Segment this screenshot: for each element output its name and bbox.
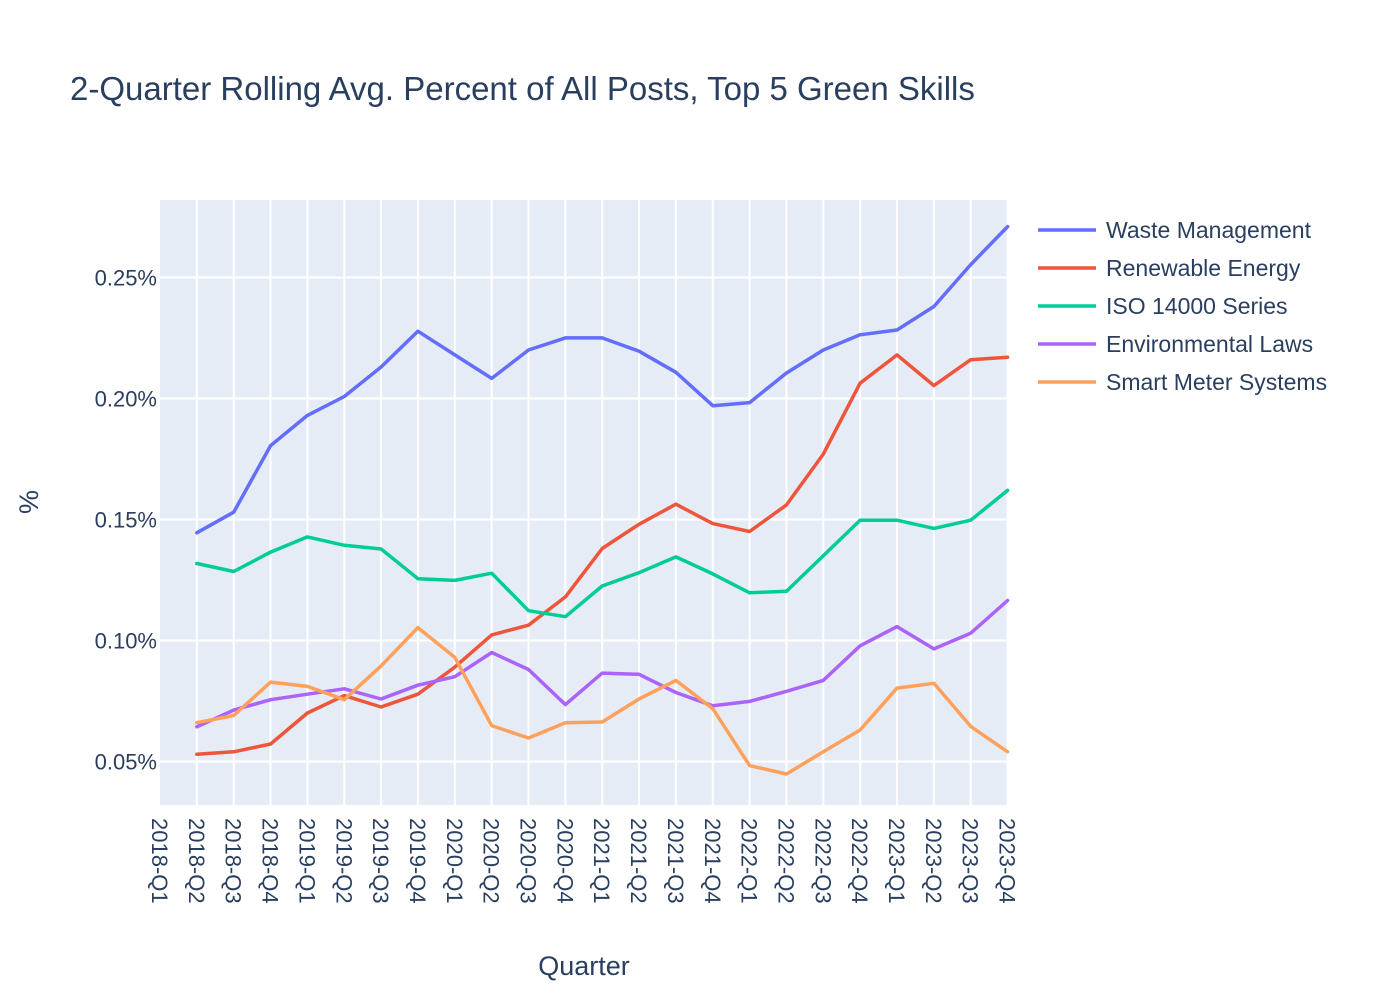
y-axis-title: % (14, 490, 44, 514)
x-tick-label: 2019-Q1 (294, 818, 319, 904)
x-tick-label: 2018-Q1 (147, 818, 172, 904)
x-tick-label: 2021-Q4 (700, 818, 725, 904)
x-tick-label: 2021-Q2 (626, 818, 651, 904)
legend-item[interactable]: ISO 14000 Series (1038, 293, 1288, 319)
legend-item[interactable]: Waste Management (1038, 217, 1312, 243)
y-tick-label: 0.25% (95, 265, 157, 290)
y-tick-label: 0.10% (95, 628, 157, 653)
x-tick-label: 2018-Q4 (258, 818, 283, 904)
x-tick-label: 2020-Q4 (552, 818, 577, 904)
x-tick-label: 2019-Q3 (368, 818, 393, 904)
x-tick-label: 2019-Q4 (405, 818, 430, 904)
legend: Waste Management Renewable Energy ISO 1400… (1038, 217, 1327, 395)
x-tick-label: 2023-Q1 (884, 818, 909, 904)
y-tick-label: 0.05% (95, 749, 157, 774)
series-line (195, 598, 1010, 729)
x-tick-label: 2021-Q3 (663, 818, 688, 904)
legend-label: Waste Management (1106, 217, 1312, 243)
legend-label: ISO 14000 Series (1106, 293, 1288, 319)
x-axis-title: Quarter (538, 951, 630, 981)
series-lines (195, 224, 1010, 776)
y-axis-tick-labels: 0.05% 0.10% 0.15% 0.20% 0.25% (95, 265, 157, 774)
x-tick-label: 2022-Q1 (737, 818, 762, 904)
legend-label: Renewable Energy (1106, 255, 1301, 281)
x-tick-label: 2020-Q3 (516, 818, 541, 904)
x-tick-label: 2022-Q2 (773, 818, 798, 904)
series-line (195, 625, 1010, 776)
x-tick-label: 2018-Q2 (184, 818, 209, 904)
series-line (195, 224, 1010, 535)
series-line (195, 488, 1010, 619)
x-tick-label: 2020-Q2 (479, 818, 504, 904)
x-axis-tick-labels: 2018-Q1 2018-Q2 2018-Q3 2018-Q4 2019-Q1 2019-… (147, 818, 1020, 904)
y-tick-label: 0.15% (95, 507, 157, 532)
y-tick-label: 0.20% (95, 386, 157, 411)
x-tick-label: 2019-Q2 (331, 818, 356, 904)
x-tick-label: 2018-Q3 (221, 818, 246, 904)
legend-label: Environmental Laws (1106, 331, 1313, 357)
x-tick-label: 2022-Q3 (810, 818, 835, 904)
legend-item[interactable]: Renewable Energy (1038, 255, 1301, 281)
x-tick-label: 2023-Q2 (921, 818, 946, 904)
x-tick-label: 2022-Q4 (847, 818, 872, 904)
series-line (195, 353, 1010, 756)
x-tick-label: 2023-Q3 (958, 818, 983, 904)
x-tick-label: 2023-Q4 (995, 818, 1020, 904)
legend-item[interactable]: Smart Meter Systems (1038, 369, 1327, 395)
chart-title: 2-Quarter Rolling Avg. Percent of All Po… (70, 70, 975, 107)
legend-label: Smart Meter Systems (1106, 369, 1327, 395)
legend-item[interactable]: Environmental Laws (1038, 331, 1313, 357)
x-tick-label: 2020-Q1 (442, 818, 467, 904)
x-tick-label: 2021-Q1 (589, 818, 614, 904)
plot-area (160, 200, 1008, 805)
